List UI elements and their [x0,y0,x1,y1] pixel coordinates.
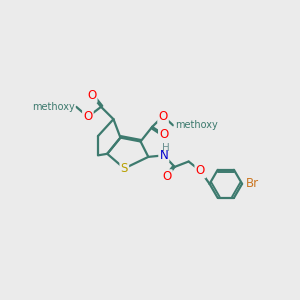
Text: methoxy: methoxy [32,102,75,112]
Text: O: O [87,89,96,102]
Text: N: N [160,149,168,162]
Text: methoxy: methoxy [175,120,218,130]
Text: O: O [196,164,205,177]
Text: O: O [162,170,172,183]
Text: O: O [158,110,168,123]
Text: O: O [83,110,92,123]
Text: Br: Br [246,177,259,190]
Text: H: H [162,143,170,153]
Text: S: S [121,162,128,175]
Text: O: O [159,128,169,141]
